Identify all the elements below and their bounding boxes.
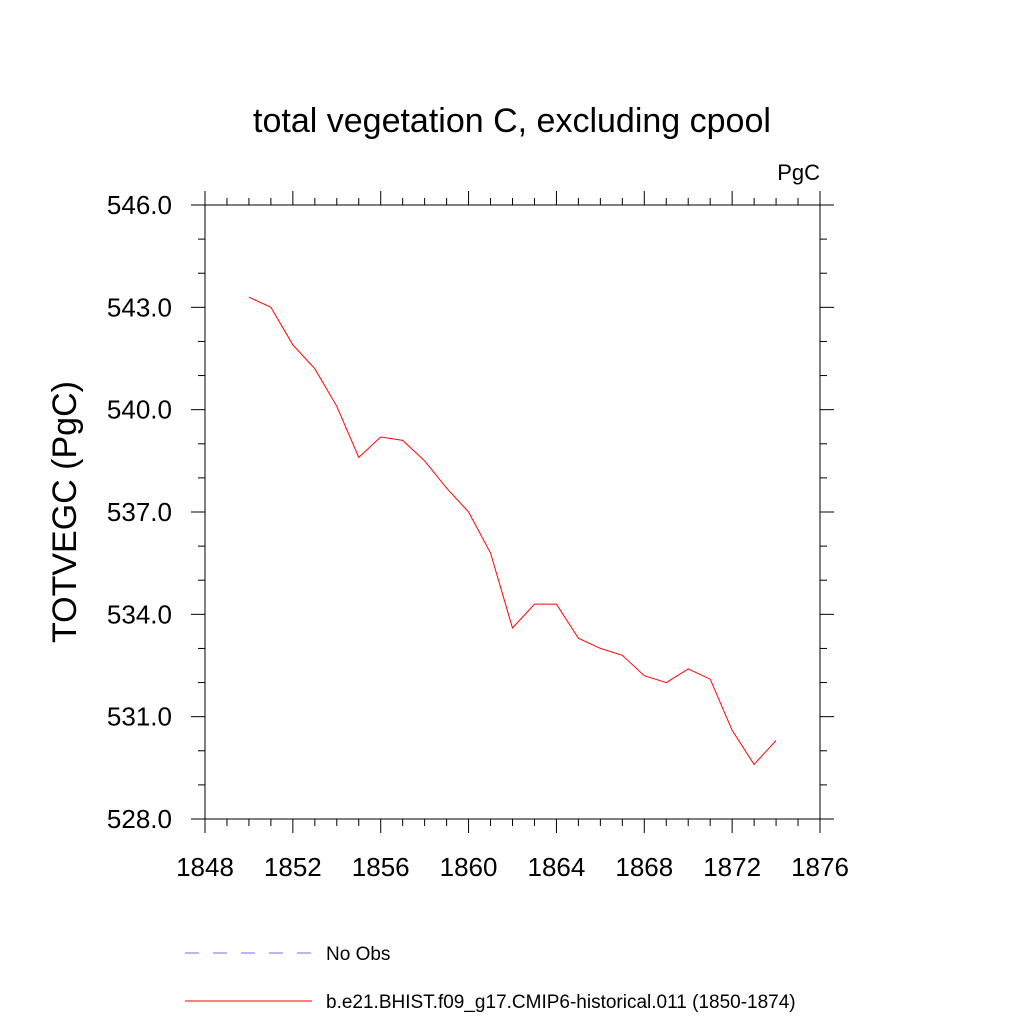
- y-tick-labels: 528.0 531.0 534.0 537.0 540.0 543.0 546.0: [107, 190, 172, 834]
- x-tick-label: 1860: [440, 852, 498, 882]
- y-tick-label: 543.0: [107, 292, 172, 322]
- series-layer: [248, 296, 777, 766]
- x-tick-label: 1856: [352, 852, 410, 882]
- y-tick-label: 534.0: [107, 599, 172, 629]
- x-tick-labels: 1848 1852 1856 1860 1864 1868 1872 1876: [176, 852, 849, 882]
- x-tick-label: 1848: [176, 852, 234, 882]
- legend-label-no-obs: No Obs: [326, 944, 390, 965]
- x-tick-label: 1852: [264, 852, 322, 882]
- y-axis-label: TOTVEGC (PgC): [46, 381, 84, 643]
- y-tick-label: 528.0: [107, 804, 172, 834]
- plot-frame: [204, 204, 821, 820]
- x-tick-label: 1876: [791, 852, 849, 882]
- x-tick-label: 1868: [615, 852, 673, 882]
- axis-ticks: [191, 191, 834, 833]
- x-tick-label: 1864: [528, 852, 586, 882]
- units-label: PgC: [777, 160, 820, 185]
- chart-title: total vegetation C, excluding cpool: [253, 102, 771, 140]
- legend-label-historical: b.e21.BHIST.f09_g17.CMIP6-historical.011…: [326, 992, 796, 1013]
- series-line: [248, 296, 777, 766]
- legend: No Obs b.e21.BHIST.f09_g17.CMIP6-histori…: [185, 944, 796, 1013]
- x-tick-label: 1872: [703, 852, 761, 882]
- y-tick-label: 537.0: [107, 497, 172, 527]
- y-tick-label: 540.0: [107, 395, 172, 425]
- y-tick-label: 546.0: [107, 190, 172, 220]
- y-tick-label: 531.0: [107, 702, 172, 732]
